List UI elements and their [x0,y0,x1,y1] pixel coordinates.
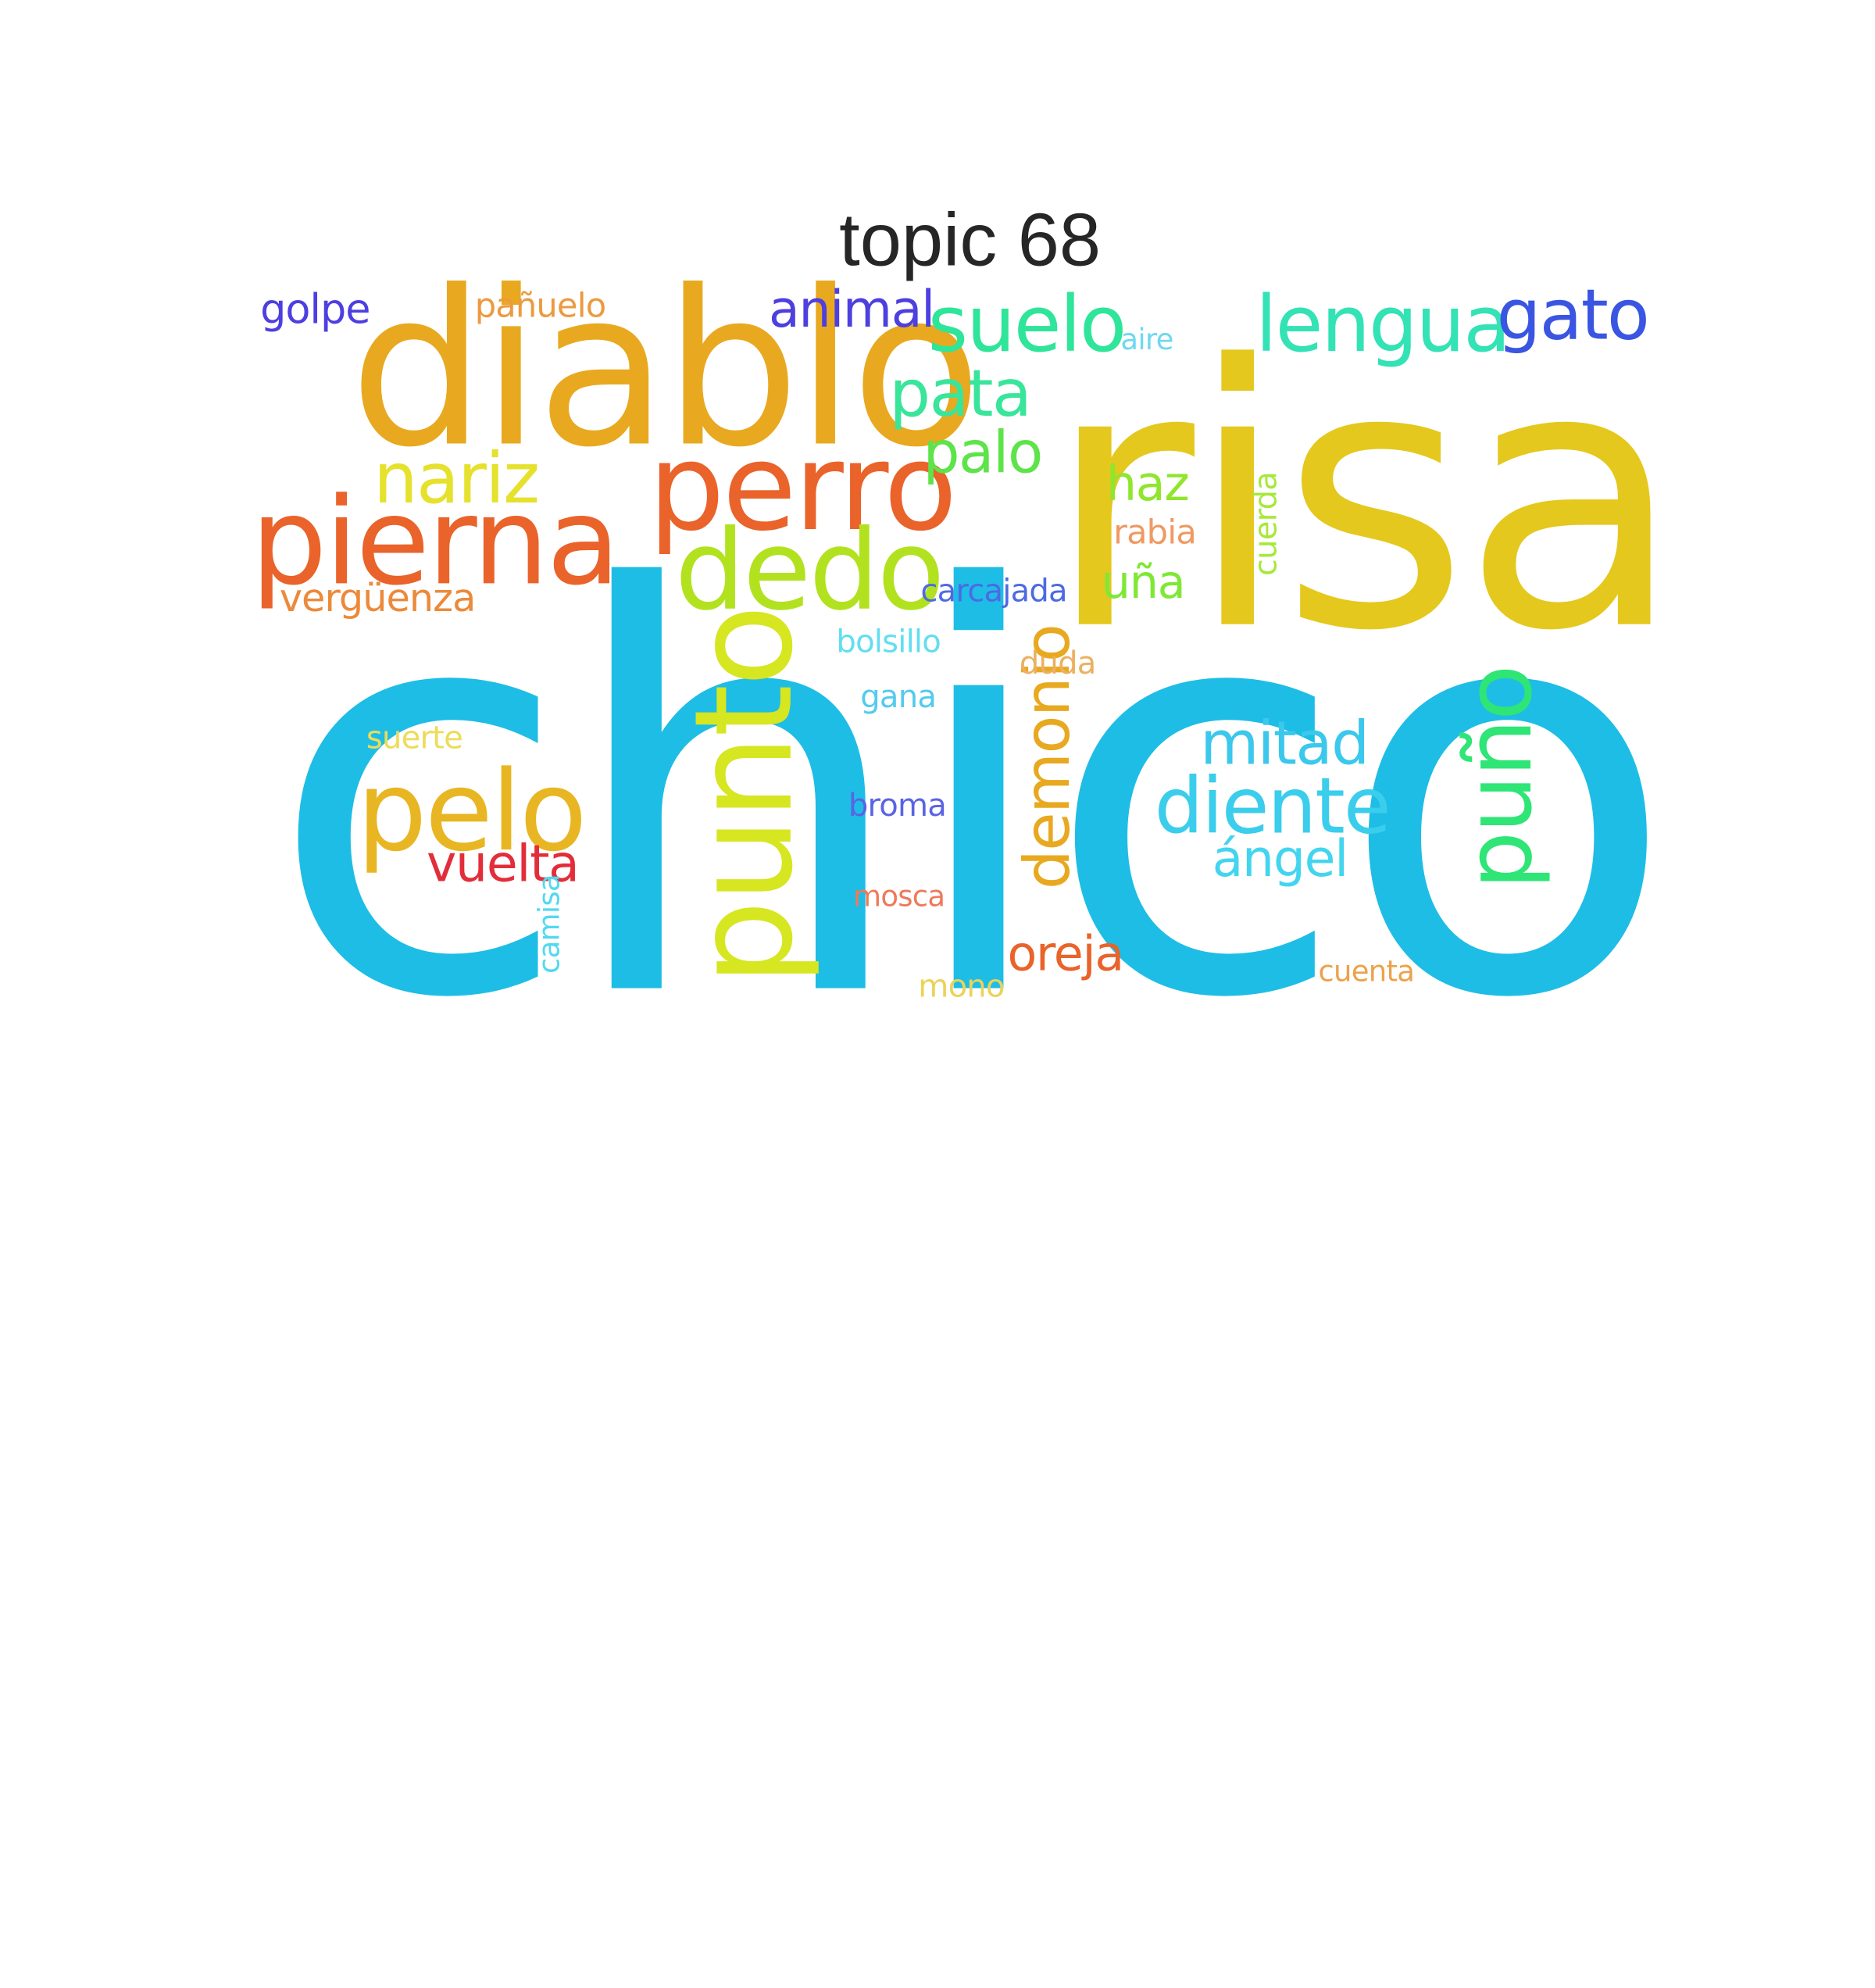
word-perro: perro [648,417,958,558]
word-angel: ángel [1212,828,1349,889]
word-oreja: oreja [1007,926,1124,982]
word-broma: broma [848,788,947,824]
word-suelo: suelo [927,281,1127,370]
word-cuerda: cuerda [1248,471,1285,577]
word-aire: aire [1120,323,1173,357]
word-mitad: mitad [1200,708,1370,779]
word-mono: mono [918,968,1005,1006]
word-pelo: pelo [356,747,588,877]
word-pierna: pierna [250,470,620,613]
word-cloud: chico risa diablo perro pierna dedo punto pelo s… [250,245,1684,1120]
word-rabia: rabia [1113,512,1197,552]
figure-title: topic 68 [839,198,1102,282]
word-duda: duda [1019,645,1097,682]
word-mosca: mosca [853,879,945,914]
word-diablo: diablo [349,245,982,495]
word-punto: punto [666,606,823,986]
word-pata: pata [889,355,1032,432]
word-dedo: dedo [674,506,945,635]
word-lengua: lengua [1255,281,1511,370]
word-haz: haz [1105,456,1190,513]
word-diente: diente [1154,763,1391,853]
word-palo: palo [923,419,1043,488]
word-carcajada: carcajada [920,574,1067,610]
word-risa: risa [1045,289,1684,710]
word-suerte: suerte [366,720,463,757]
word-nariz: nariz [373,437,540,520]
word-panuelo: pañuelo [474,285,606,326]
word-puno: puño [1445,666,1552,890]
word-vuelta: vuelta [427,834,580,893]
word-camisa: camisa [532,874,566,974]
word-chico: chico [267,474,1677,1120]
word-animal: animal [769,279,935,339]
word-cuenta: cuenta [1318,954,1415,989]
word-gana: gana [860,679,937,717]
word-golpe: golpe [260,285,370,334]
word-bolsillo: bolsillo [836,624,941,661]
word-gato: gato [1496,274,1650,356]
word-una: uña [1101,555,1186,609]
word-verguenza: vergüenza [279,574,477,621]
